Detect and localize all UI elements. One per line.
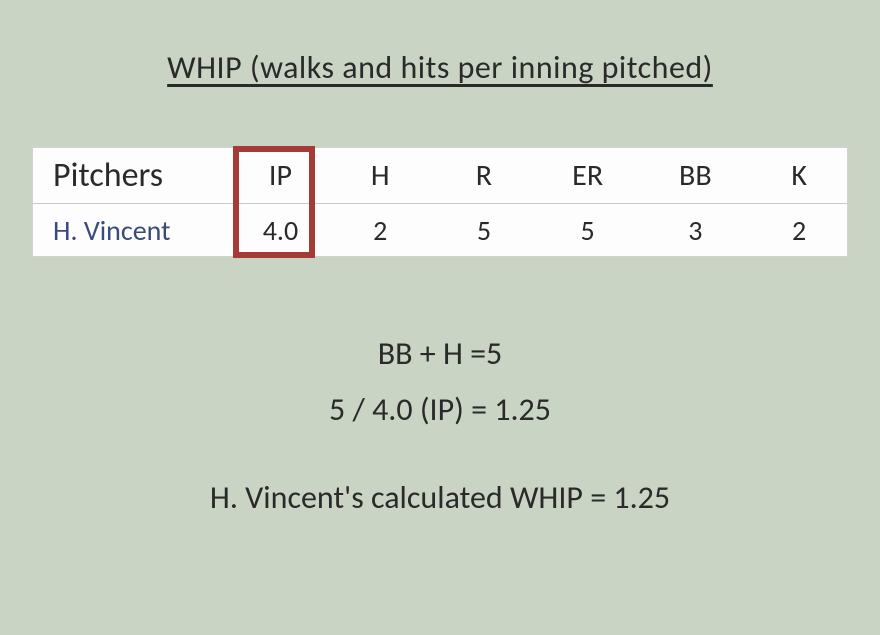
cell-k: 2 — [751, 213, 847, 248]
col-header-r: R — [432, 157, 536, 194]
col-header-k: K — [751, 157, 847, 194]
cell-r: 5 — [432, 213, 536, 248]
calculation-block: BB + H =5 5 / 4.0 (IP) = 1.25 — [0, 329, 880, 434]
cell-ip: 4.0 — [233, 213, 329, 248]
col-header-pitchers: Pitchers — [33, 155, 233, 196]
cell-h: 2 — [328, 213, 432, 248]
calc-line-2: 5 / 4.0 (IP) = 1.25 — [0, 385, 880, 435]
stats-table: Pitchers IP H R ER BB K H. Vincent 4.0 2… — [32, 147, 848, 257]
calc-line-1: BB + H =5 — [0, 329, 880, 379]
col-header-er: ER — [536, 157, 640, 194]
cell-bb: 3 — [640, 213, 752, 248]
cell-er: 5 — [536, 213, 640, 248]
result-line: H. Vincent's calculated WHIP = 1.25 — [0, 478, 880, 517]
cell-pitcher-name: H. Vincent — [33, 213, 233, 248]
col-header-ip: IP — [233, 157, 329, 194]
col-header-h: H — [328, 157, 432, 194]
table-header-row: Pitchers IP H R ER BB K — [33, 148, 847, 204]
table-row: H. Vincent 4.0 2 5 5 3 2 — [33, 204, 847, 256]
col-header-bb: BB — [640, 157, 752, 194]
page-title: WHIP (walks and hits per inning pitched) — [0, 0, 880, 87]
